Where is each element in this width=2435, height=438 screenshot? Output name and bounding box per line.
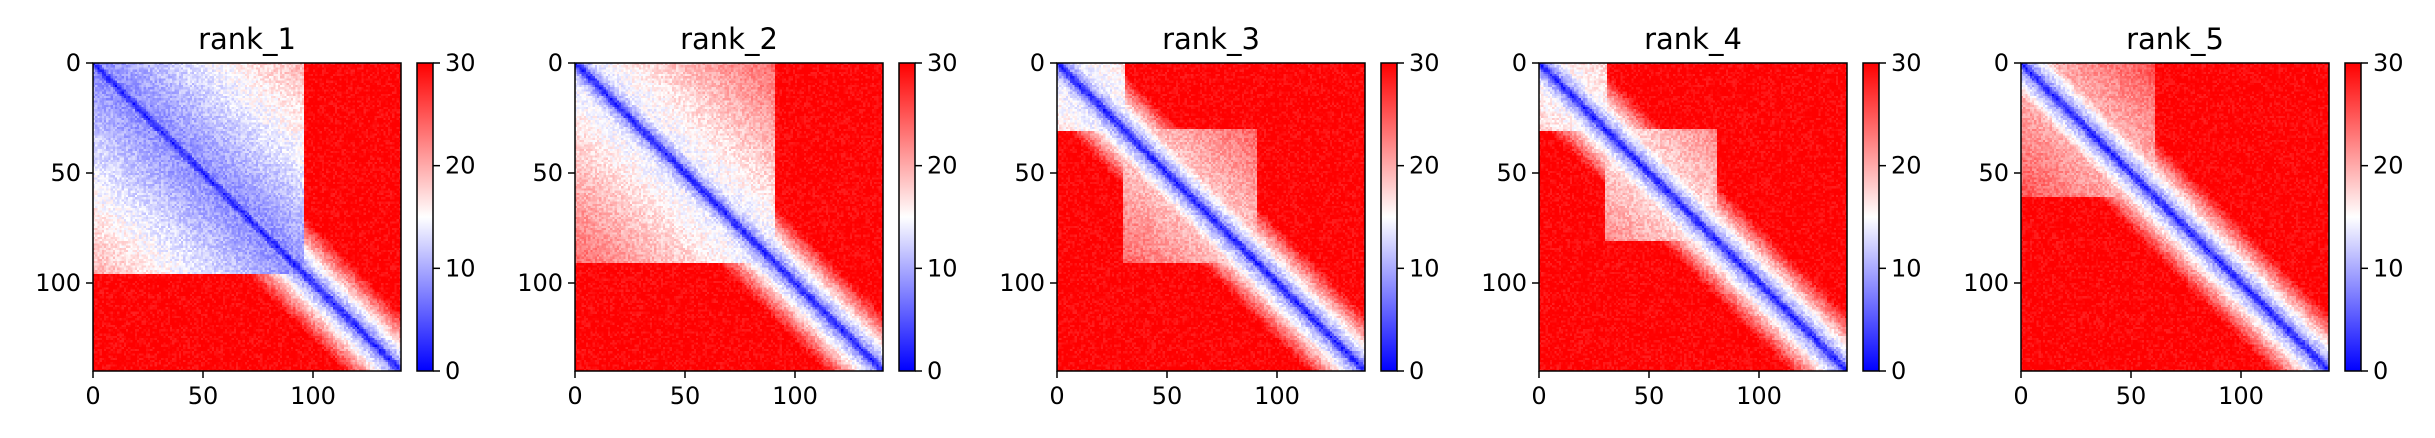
- colorbar: [416, 62, 434, 372]
- colorbar-tick-label: 30: [1891, 49, 1922, 77]
- y-tick-label: 50: [1014, 159, 1045, 187]
- y-tick-label: 0: [548, 49, 563, 77]
- heatmap-image: [93, 63, 401, 371]
- heatmap-frame: [2020, 62, 2330, 372]
- x-tick-label: 0: [85, 382, 100, 410]
- x-tick-label: 100: [1736, 382, 1782, 410]
- x-tick-label: 50: [2116, 382, 2147, 410]
- y-tick-label: 100: [999, 269, 1045, 297]
- x-tick-label: 0: [1531, 382, 1546, 410]
- heatmap-frame: [1056, 62, 1366, 372]
- panel-title: rank_4: [1644, 22, 1742, 56]
- colorbar-tick-label: 0: [927, 357, 942, 385]
- colorbar: [898, 62, 916, 372]
- x-tick-label: 0: [1049, 382, 1064, 410]
- x-tick-label: 50: [188, 382, 219, 410]
- panel-title: rank_2: [680, 22, 778, 56]
- x-tick-label: 100: [290, 382, 336, 410]
- heatmap-image: [575, 63, 883, 371]
- panel-title: rank_3: [1162, 22, 1260, 56]
- heatmap-frame: [1538, 62, 1848, 372]
- colorbar: [1380, 62, 1398, 372]
- colorbar-tick-label: 0: [2373, 357, 2388, 385]
- y-tick-label: 50: [532, 159, 563, 187]
- colorbar: [2344, 62, 2362, 372]
- panel-title: rank_5: [2126, 22, 2224, 56]
- colorbar-tick-label: 20: [2373, 152, 2404, 180]
- y-tick-label: 50: [1496, 159, 1527, 187]
- heatmap-frame: [574, 62, 884, 372]
- panel-title: rank_1: [198, 22, 296, 56]
- heatmap-panel-4: rank_4 0 50 100 0 50 100 0 10 20 30: [1481, 22, 1921, 410]
- heatmap-panel-5: rank_5 0 50 100 0 50 100 0 10 20 30: [1963, 22, 2403, 410]
- colorbar-tick-label: 30: [1409, 49, 1440, 77]
- y-tick-label: 100: [1481, 269, 1527, 297]
- x-tick-label: 100: [2218, 382, 2264, 410]
- x-tick-label: 100: [1254, 382, 1300, 410]
- heatmap-image: [2021, 63, 2329, 371]
- x-tick-label: 0: [2013, 382, 2028, 410]
- heatmap-image: [1539, 63, 1847, 371]
- heatmap-panel-2: rank_2 0 50 100 0 50 100 0 10 20 30: [517, 22, 957, 410]
- heatmap-frame: [92, 62, 402, 372]
- x-tick-label: 50: [1634, 382, 1665, 410]
- heatmap-panel-3: rank_3 0 50 100 0 50 100 0 10 20 30: [999, 22, 1439, 410]
- y-tick-label: 0: [1030, 49, 1045, 77]
- colorbar-tick-label: 10: [2373, 254, 2404, 282]
- y-tick-label: 0: [1994, 49, 2009, 77]
- colorbar-tick-label: 10: [1409, 254, 1440, 282]
- colorbar: [1862, 62, 1880, 372]
- colorbar-tick-label: 0: [445, 357, 460, 385]
- y-tick-label: 0: [1512, 49, 1527, 77]
- colorbar-tick-label: 10: [927, 254, 958, 282]
- colorbar-tick-label: 30: [2373, 49, 2404, 77]
- y-tick-label: 50: [1978, 159, 2009, 187]
- y-tick-label: 100: [517, 269, 563, 297]
- heatmap-panel-1: rank_1 0 50 100 0 50 100 0 10 20 30: [35, 22, 475, 410]
- colorbar-tick-label: 0: [1891, 357, 1906, 385]
- y-tick-label: 50: [50, 159, 81, 187]
- y-tick-label: 100: [35, 269, 81, 297]
- colorbar-tick-label: 20: [1409, 152, 1440, 180]
- colorbar-tick-label: 30: [927, 49, 958, 77]
- colorbar-tick-label: 10: [1891, 254, 1922, 282]
- y-tick-label: 100: [1963, 269, 2009, 297]
- x-tick-label: 50: [1152, 382, 1183, 410]
- x-tick-label: 100: [772, 382, 818, 410]
- x-tick-label: 50: [670, 382, 701, 410]
- colorbar-tick-label: 20: [445, 152, 476, 180]
- colorbar-tick-label: 20: [927, 152, 958, 180]
- colorbar-tick-label: 20: [1891, 152, 1922, 180]
- colorbar-tick-label: 10: [445, 254, 476, 282]
- y-tick-label: 0: [66, 49, 81, 77]
- colorbar-tick-label: 0: [1409, 357, 1424, 385]
- heatmap-image: [1057, 63, 1365, 371]
- x-tick-label: 0: [567, 382, 582, 410]
- colorbar-tick-label: 30: [445, 49, 476, 77]
